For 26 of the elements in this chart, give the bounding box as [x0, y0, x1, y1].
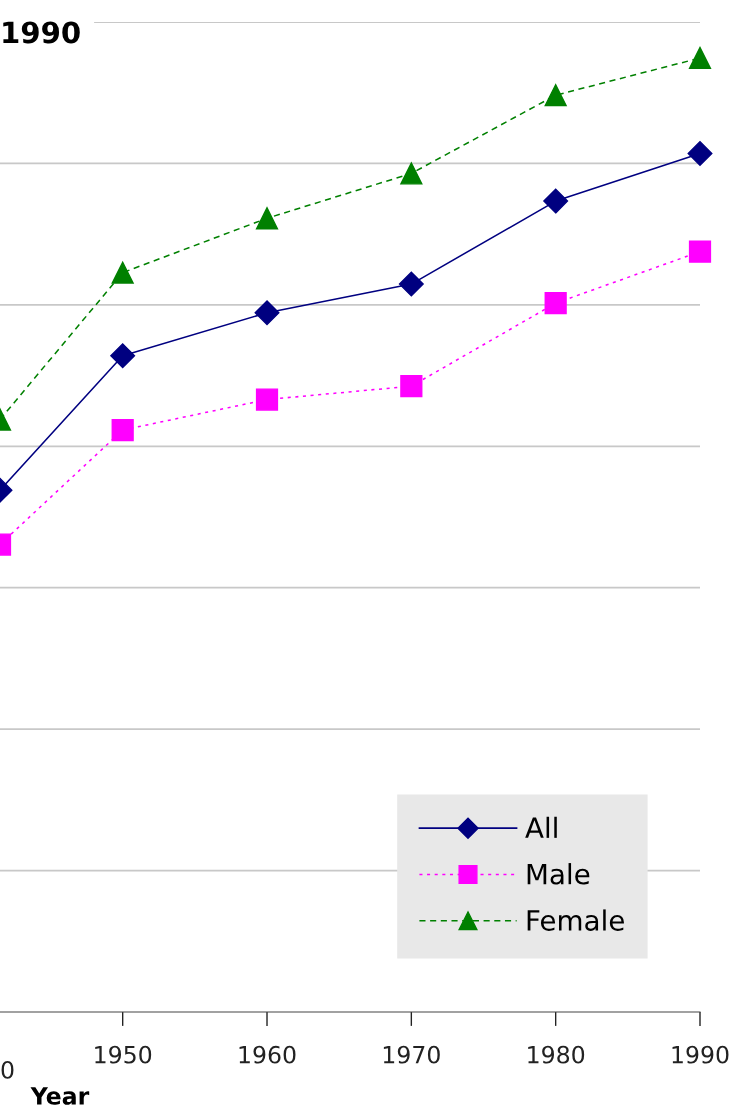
- point: [688, 240, 712, 263]
- point: [255, 207, 279, 230]
- point: [544, 292, 567, 315]
- x-tick-label: 1980: [528, 1045, 585, 1064]
- legend-label: Female: [527, 909, 624, 931]
- x-tick-label: 1970: [383, 1045, 440, 1064]
- point: [110, 343, 136, 369]
- point: [111, 261, 134, 284]
- x-tick-label: 1950: [95, 1045, 152, 1064]
- point: [400, 375, 423, 398]
- x-tick-label: 1960: [239, 1045, 296, 1064]
- legend-label: Male: [527, 863, 590, 885]
- point: [398, 271, 424, 297]
- point: [688, 46, 712, 70]
- point: [544, 84, 567, 107]
- point: [400, 162, 423, 185]
- point: [543, 188, 569, 214]
- x-tick-label: 1990: [672, 1045, 729, 1064]
- chart-title: 1990: [3, 21, 80, 44]
- legend-label: All: [525, 816, 557, 838]
- point: [687, 140, 713, 166]
- point: [254, 300, 280, 326]
- point: [111, 418, 134, 442]
- text: 0: [1, 1060, 14, 1079]
- point: [255, 388, 279, 411]
- x-axis-title: Year: [30, 1087, 90, 1105]
